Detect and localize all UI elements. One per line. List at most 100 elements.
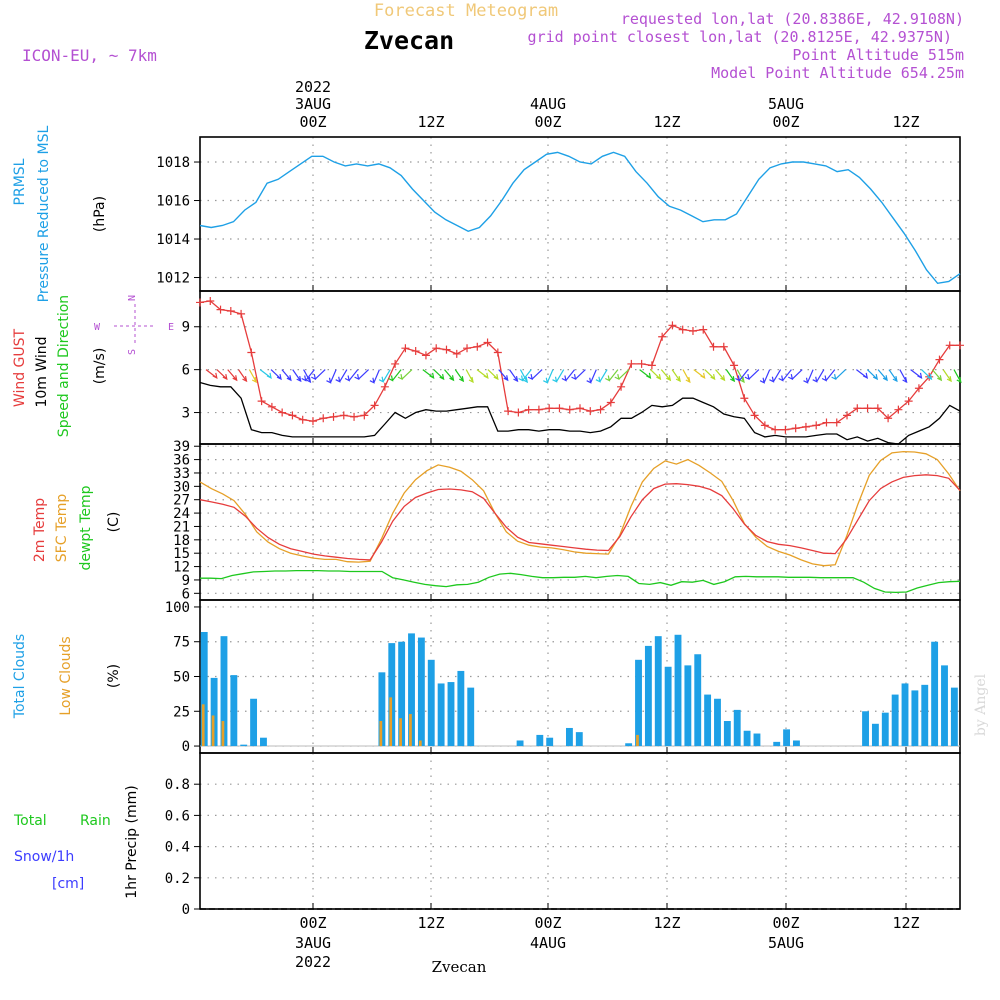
cloud-total-bar (664, 666, 672, 747)
watermark: by Angel (973, 673, 989, 736)
wind-direction-arrow (953, 369, 962, 384)
wind-direction-arrow (910, 369, 923, 379)
cloud-total-bar (941, 665, 948, 747)
top-tick-3: 00Z (534, 113, 561, 131)
cloud-total-bar (398, 641, 406, 747)
wind-direction-arrow (605, 369, 619, 382)
cloud-total-bar (862, 711, 869, 747)
pressure-line (199, 151, 961, 285)
wind-gust-point (812, 421, 821, 430)
wind-gust-point (709, 342, 718, 351)
model-label: ICON-EU, ~ 7km (22, 46, 157, 65)
wind-gust-point (627, 359, 636, 368)
cloud-total-bar (901, 683, 909, 747)
wind-direction-arrow (803, 369, 814, 384)
wind-direction-arrow (422, 369, 435, 379)
wind-gust-point (668, 321, 677, 330)
cloud-total-bar (427, 659, 435, 747)
cloud-total-bar (891, 694, 899, 747)
wind-gust-point (945, 341, 954, 350)
wind-direction-arrow (571, 369, 586, 381)
wind-direction-arrow (248, 369, 258, 384)
wind-gust-point (719, 342, 728, 351)
precip-rain-label-rain: Rain (80, 813, 111, 829)
temp-dew-label: dewpt Temp (78, 485, 94, 570)
wind-direction-arrow (311, 369, 326, 381)
top-tick-2: 12Z (417, 113, 444, 131)
temp-ytick-label: 33 (173, 466, 190, 482)
precip-ytick-label: 0.2 (165, 871, 190, 887)
wind-direction-arrow (671, 369, 681, 383)
wind-direction-arrow (812, 369, 825, 383)
wind-gust-point (843, 411, 852, 420)
bottom-date-1: 3AUG (295, 934, 331, 952)
wind-gust-point (586, 407, 595, 416)
top-tick-4: 12Z (653, 113, 680, 131)
wind-gust-point (647, 361, 656, 370)
cloud-total-bar (516, 740, 524, 747)
wind-gust-point (699, 325, 708, 334)
wind-direction-arrow (527, 369, 543, 381)
bottom-tick-3: 00Z (534, 914, 561, 932)
pressure-ytick-label: 1018 (156, 155, 190, 171)
cloud-total-bar (674, 634, 682, 747)
temp-2m-line (199, 474, 961, 561)
cloud-total-bar (753, 733, 761, 747)
wind-direction-arrow (788, 369, 803, 381)
wind-gust-point (298, 415, 307, 424)
cloud-total-bar (921, 684, 929, 747)
wind-direction-arrow (660, 369, 672, 382)
bottom-tick-5: 00Z (772, 914, 799, 932)
wind-gust-point (411, 347, 420, 356)
bottom-year: 2022 (295, 953, 331, 971)
wind-gust-point (483, 338, 492, 347)
cloud-total-bar (644, 645, 652, 747)
wind-gust-point (319, 414, 328, 423)
wind-gust-point (267, 402, 276, 411)
cloud-unit: (%) (106, 664, 122, 688)
wind-gust-point (288, 411, 297, 420)
cloud-total-bar (467, 687, 475, 747)
wind-gust-point (760, 421, 769, 430)
wind-gust-point (740, 394, 749, 403)
top-tick-5: 00Z (772, 113, 799, 131)
wind-gust-point (463, 344, 472, 353)
top-tick-1: 00Z (299, 113, 326, 131)
wind-direction-arrow (270, 369, 282, 381)
wind-direction-arrow (444, 369, 455, 382)
wind-gust-point (278, 408, 287, 417)
cloud-total-bar (250, 698, 258, 747)
pressure-ytick-label: 1012 (156, 271, 190, 287)
model-altitude: Model Point Altitude 654.25m (711, 64, 964, 82)
wind-gust-point (801, 422, 810, 431)
precip-frame (199, 752, 961, 910)
wind-gust-point (391, 359, 400, 368)
cloud-total-bar (793, 740, 800, 747)
wind-direction-arrow (326, 369, 337, 384)
wind-direction-arrow (238, 369, 248, 383)
wind-direction-arrow (921, 369, 933, 381)
wind-gust-point (247, 348, 256, 357)
wind-direction-arrow (778, 369, 792, 382)
wind-gust-point (565, 405, 574, 414)
wind-direction-arrow (397, 369, 413, 381)
cloud-total-bar (931, 641, 939, 747)
cloud-low-bar (221, 721, 225, 747)
pressure-label-full: Pressure Reduced to MSL (36, 125, 52, 302)
wind-gust-point (216, 305, 225, 314)
temp-ytick-label: 36 (173, 453, 190, 469)
wind-gust-point (432, 344, 441, 353)
clouds-ytick-label: 100 (165, 600, 190, 616)
wind-direction-arrow (715, 369, 726, 382)
wind-direction-arrow (866, 369, 879, 381)
wind-gust-point (360, 411, 369, 420)
wind-gust-point (678, 325, 687, 334)
wind-gust-point (504, 407, 513, 416)
precip-ytick-label: 0 (182, 902, 190, 918)
point-altitude: Point Altitude 515m (792, 46, 964, 64)
wind-direction-arrow (744, 369, 760, 381)
cloud-total-bar (743, 730, 751, 747)
wind-gust-point (750, 411, 759, 420)
temp-sfc-line (199, 450, 961, 567)
